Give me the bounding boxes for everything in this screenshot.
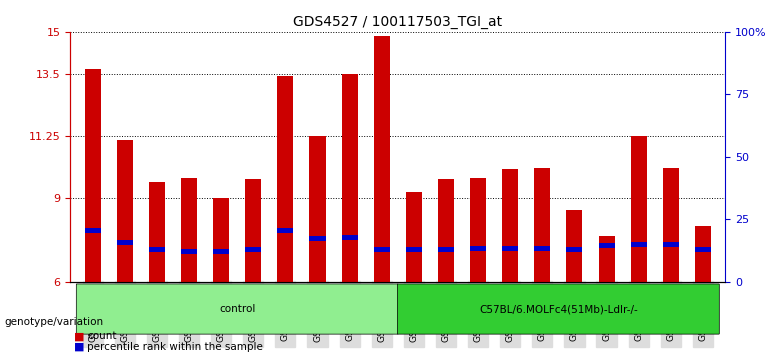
Bar [470, 246, 486, 251]
Bar [245, 247, 261, 252]
Text: ■: ■ [74, 331, 84, 341]
Bar [149, 182, 165, 282]
Bar [181, 178, 197, 282]
Bar [213, 249, 229, 254]
Bar [566, 210, 583, 282]
Text: percentile rank within the sample: percentile rank within the sample [87, 342, 263, 352]
Bar [438, 247, 454, 252]
Text: genotype/variation: genotype/variation [4, 317, 103, 327]
Bar [181, 249, 197, 254]
Bar [278, 76, 293, 282]
Bar [695, 247, 711, 252]
Bar [631, 242, 647, 247]
Bar [502, 246, 518, 251]
Bar [310, 236, 325, 241]
Bar [470, 178, 486, 282]
Bar [406, 192, 422, 282]
Text: ■: ■ [74, 342, 84, 352]
Bar [374, 36, 390, 282]
Bar [663, 168, 679, 282]
Title: GDS4527 / 100117503_TGI_at: GDS4527 / 100117503_TGI_at [293, 16, 502, 29]
Bar [406, 247, 422, 252]
Bar [438, 179, 454, 282]
Bar [534, 246, 551, 251]
Bar [85, 228, 101, 233]
Bar [598, 236, 615, 282]
Bar [278, 228, 293, 233]
Bar [117, 140, 133, 282]
Bar [85, 69, 101, 282]
Bar [213, 199, 229, 282]
Text: C57BL/6.MOLFc4(51Mb)-Ldlr-/-: C57BL/6.MOLFc4(51Mb)-Ldlr-/- [479, 304, 638, 314]
FancyBboxPatch shape [398, 284, 719, 334]
Text: count: count [87, 331, 117, 341]
Bar [566, 247, 583, 252]
Text: control: control [219, 304, 255, 314]
Bar [502, 169, 518, 282]
Bar [598, 243, 615, 248]
FancyBboxPatch shape [76, 284, 398, 334]
Bar [342, 74, 358, 282]
Bar [663, 242, 679, 247]
Bar [117, 240, 133, 245]
Bar [310, 136, 325, 282]
Bar [695, 226, 711, 282]
Bar [534, 168, 551, 282]
Bar [374, 247, 390, 252]
Bar [149, 247, 165, 252]
Bar [631, 136, 647, 282]
Bar [342, 235, 358, 240]
Bar [245, 179, 261, 282]
